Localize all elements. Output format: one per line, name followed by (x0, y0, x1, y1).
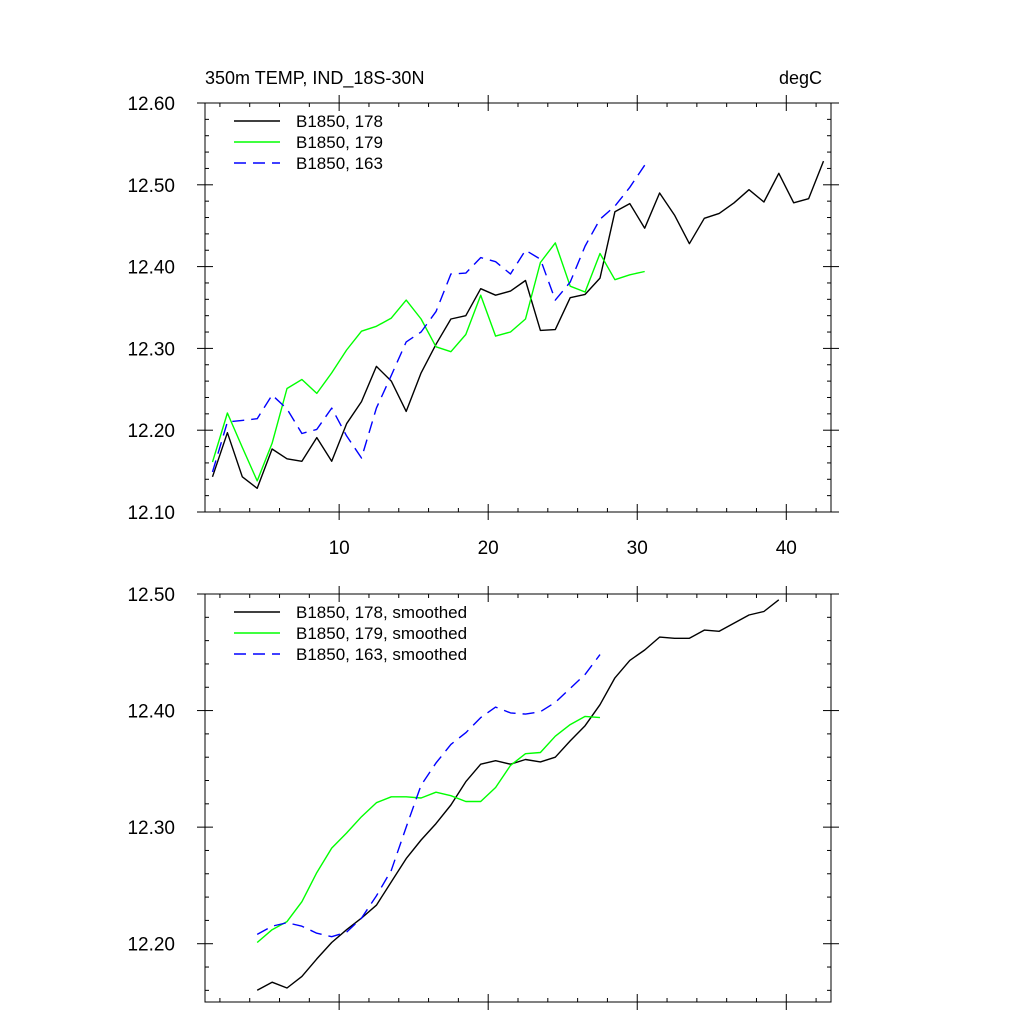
y-tick-label: 12.40 (127, 702, 175, 723)
series-line (256, 599, 780, 991)
top-axis-ticks (197, 95, 839, 520)
bottom-axis-ticks (197, 586, 839, 1010)
x-tick-label: 40 (776, 538, 797, 559)
y-tick-label: 12.50 (127, 585, 175, 606)
bottom-series-lines (256, 599, 780, 991)
x-tick-label: 10 (329, 538, 350, 559)
y-tick-label: 12.20 (127, 935, 175, 956)
top-series-lines (211, 160, 825, 489)
x-tick-label: 20 (478, 538, 499, 559)
series-line (256, 715, 601, 944)
series-line (211, 164, 646, 473)
y-tick-label: 12.40 (127, 258, 175, 279)
units-label: degC (779, 68, 822, 88)
legend-label: B1850, 163, smoothed (296, 645, 467, 664)
legend-label: B1850, 179 (296, 133, 383, 152)
bottom-panel: 12.20 12.30 12.40 12.50 B1850, 178, smoothe… (127, 585, 839, 1010)
y-tick-label: 12.50 (127, 176, 175, 197)
y-tick-label: 12.30 (127, 818, 175, 839)
y-tick-label: 12.60 (127, 94, 175, 115)
bottom-axis-tick-labels: 12.20 12.30 12.40 12.50 (127, 585, 175, 956)
bottom-legend: B1850, 178, smoothed B1850, 179, smoothed… (234, 603, 467, 664)
top-axis-tick-labels: 10 20 30 40 12.10 12.20 12.30 12.40 12.50 12.60 (127, 94, 796, 559)
legend-label: B1850, 178 (296, 112, 383, 131)
top-panel: 10 20 30 40 12.10 12.20 12.30 12.40 12.50 12.60 B… (127, 94, 839, 559)
y-tick-label: 12.20 (127, 421, 175, 442)
y-tick-label: 12.30 (127, 339, 175, 360)
x-tick-label: 30 (627, 538, 648, 559)
series-line (211, 160, 825, 489)
legend-label: B1850, 163 (296, 154, 383, 173)
y-tick-label: 12.10 (127, 503, 175, 524)
series-line (211, 242, 645, 482)
top-legend: B1850, 178 B1850, 179 B1850, 163 (234, 112, 383, 173)
legend-label: B1850, 178, smoothed (296, 603, 467, 622)
legend-label: B1850, 179, smoothed (296, 624, 467, 643)
series-line (256, 654, 601, 938)
chart-title: 350m TEMP, IND_18S-30N (205, 68, 424, 89)
